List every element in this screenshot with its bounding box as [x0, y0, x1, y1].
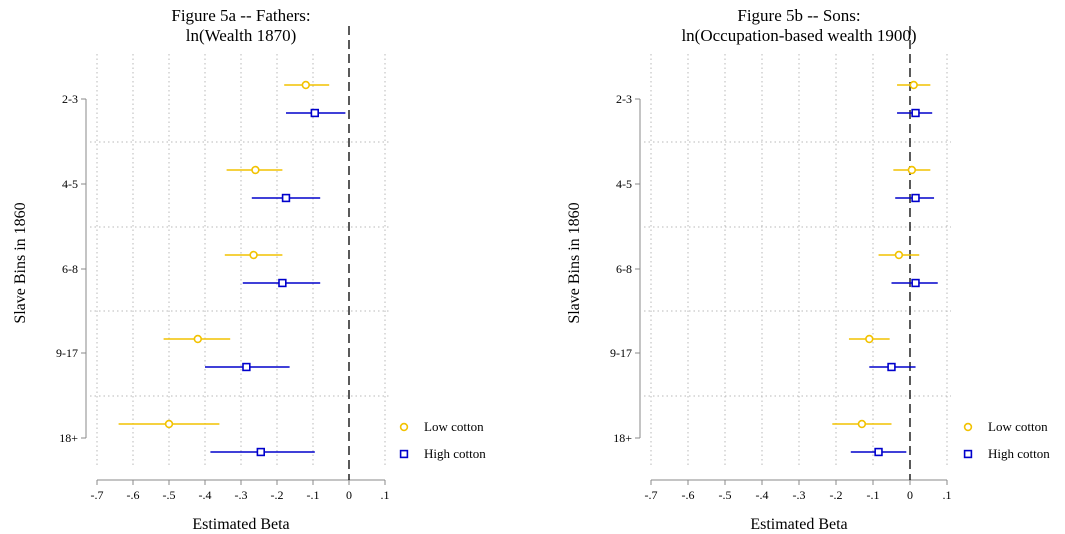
- x-tick-label: -.2: [271, 488, 284, 502]
- x-tick-label: -.1: [307, 488, 320, 502]
- x-tick-label: -.6: [127, 488, 140, 502]
- x-tick-label: -.1: [867, 488, 880, 502]
- y-tick-label: 18+: [59, 431, 78, 445]
- x-tick-label: -.7: [91, 488, 104, 502]
- x-tick-label: -.5: [719, 488, 732, 502]
- point-low-cotton-2: [249, 250, 258, 260]
- y-tick-label: 6-8: [616, 262, 632, 276]
- chart-title-line-1: Figure 5b -- Sons:: [737, 6, 860, 25]
- point-low-cotton-3: [193, 334, 203, 344]
- x-tick-label: 0: [907, 488, 913, 502]
- legend-marker-low-cotton: [399, 422, 409, 432]
- y-axis-title: Slave Bins in 1860: [566, 202, 583, 323]
- x-tick-label: .1: [381, 488, 390, 502]
- legend-label-high: High cotton: [424, 446, 486, 461]
- y-tick-label: 18+: [613, 431, 632, 445]
- legend-marker-high-cotton: [399, 449, 409, 459]
- x-tick-label: -.6: [682, 488, 695, 502]
- point-low-cotton-0: [301, 80, 310, 90]
- legend-label-low: Low cotton: [988, 419, 1048, 434]
- legend-marker-low-cotton: [963, 422, 973, 432]
- y-tick-label: 2-3: [62, 92, 78, 106]
- chart-title-line-2: ln(Wealth 1870): [186, 26, 297, 45]
- legend-label-high: High cotton: [988, 446, 1050, 461]
- point-high-cotton-0: [911, 108, 920, 118]
- point-high-cotton-2: [911, 278, 920, 288]
- x-axis-title: Estimated Beta: [192, 516, 289, 533]
- y-tick-label: 2-3: [616, 92, 632, 106]
- panel-sons: 2-3 4-5 6-8 9-17 18+ -.7 -.6 -.5 -.4 -.3 -.2 -.1 0 .1…: [566, 6, 1050, 533]
- panel-fathers: 2-3 4-5 6-8 9-17 18+ -.7 -.6 -.5 -.4 -.3 -.2 -.1 0 .1…: [12, 6, 486, 533]
- point-high-cotton-4: [256, 447, 265, 457]
- x-tick-label: -.4: [199, 488, 212, 502]
- y-tick-label: 6-8: [62, 262, 78, 276]
- chart-title-line-1: Figure 5a -- Fathers:: [171, 6, 310, 25]
- point-low-cotton-4: [164, 419, 174, 429]
- x-tick-label: -.3: [793, 488, 806, 502]
- point-low-cotton-1: [907, 165, 917, 175]
- point-high-cotton-0: [310, 108, 319, 118]
- point-low-cotton-2: [894, 250, 904, 260]
- point-low-cotton-0: [909, 80, 918, 90]
- legend-marker-high-cotton: [963, 449, 973, 459]
- legend-label-low: Low cotton: [424, 419, 484, 434]
- x-tick-label: -.5: [163, 488, 176, 502]
- point-high-cotton-4: [874, 447, 883, 457]
- x-tick-label: -.4: [756, 488, 769, 502]
- y-tick-label: 9-17: [56, 346, 78, 360]
- x-tick-label: -.2: [830, 488, 843, 502]
- y-tick-label: 9-17: [610, 346, 632, 360]
- x-tick-label: -.3: [235, 488, 248, 502]
- x-tick-label: -.7: [645, 488, 658, 502]
- y-tick-label: 4-5: [616, 177, 632, 191]
- x-tick-label: 0: [346, 488, 352, 502]
- point-high-cotton-3: [887, 362, 896, 372]
- point-low-cotton-3: [865, 334, 874, 344]
- point-low-cotton-4: [857, 419, 867, 429]
- point-high-cotton-1: [281, 193, 291, 203]
- chart-title-line-2: ln(Occupation-based wealth 1900): [681, 26, 916, 45]
- point-low-cotton-1: [251, 165, 260, 175]
- x-axis-title: Estimated Beta: [750, 516, 847, 533]
- point-high-cotton-2: [278, 278, 287, 288]
- point-high-cotton-3: [242, 362, 251, 372]
- y-tick-label: 4-5: [62, 177, 78, 191]
- point-high-cotton-1: [911, 193, 920, 203]
- y-axis-title: Slave Bins in 1860: [12, 202, 29, 323]
- x-tick-label: .1: [943, 488, 952, 502]
